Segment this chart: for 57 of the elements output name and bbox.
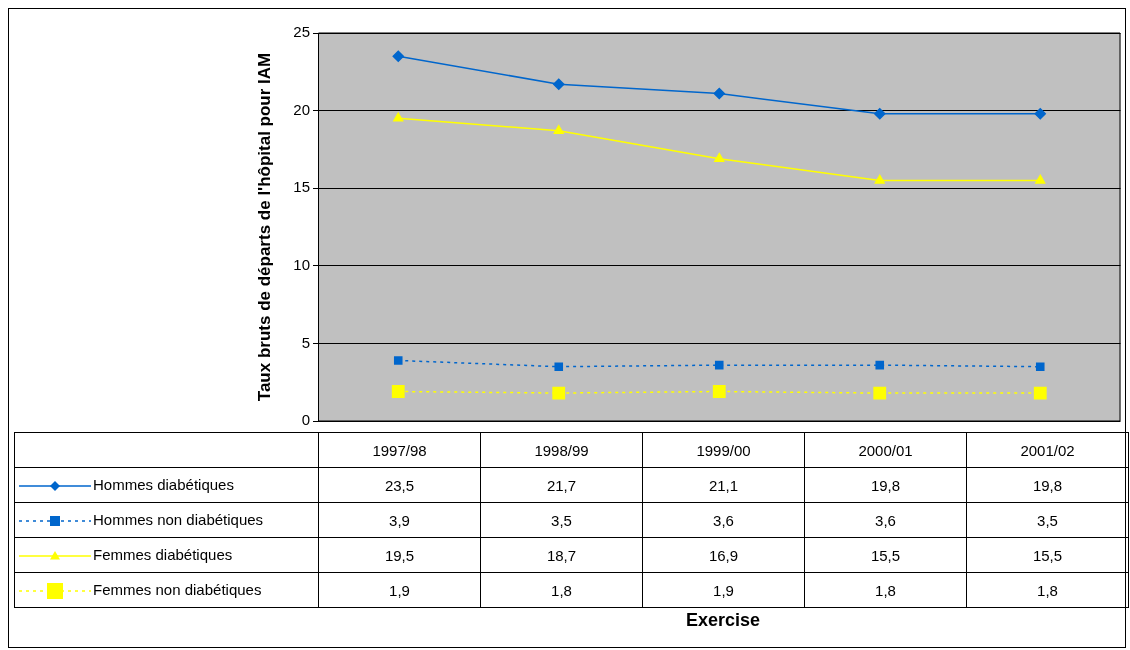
point: [875, 360, 885, 370]
point: [1034, 107, 1046, 120]
x-tick-label: 1998/99: [480, 432, 643, 468]
data-label: 18,7: [480, 537, 643, 573]
data-label: 3,9: [318, 502, 481, 538]
y-tick-label: 0: [301, 411, 310, 429]
data-label: 21,1: [642, 467, 805, 503]
point: [1035, 174, 1046, 184]
data-label: 21,7: [480, 467, 643, 503]
point: [553, 125, 564, 135]
point: [714, 152, 725, 162]
point: [714, 360, 724, 370]
data-label: 19,8: [966, 467, 1129, 503]
x-tick-label: 2001/02: [966, 432, 1129, 468]
data-label: 16,9: [642, 537, 805, 573]
data-label: 3,6: [804, 502, 967, 538]
data-label: 1,9: [318, 572, 481, 608]
data-label: 19,8: [804, 467, 967, 503]
point: [712, 385, 726, 398]
y-tick-label: 10: [293, 255, 310, 273]
data-label: 3,5: [966, 502, 1129, 538]
point: [713, 87, 725, 100]
data-label: 19,5: [318, 537, 481, 573]
y-tick-label: 15: [293, 178, 310, 196]
point: [391, 385, 405, 398]
y-axis-title: Taux bruts de départs de l'hôpital pour IAM: [254, 52, 274, 402]
data-label: 3,5: [480, 502, 643, 538]
x-tick-label: 1999/00: [642, 432, 805, 468]
point: [392, 50, 404, 63]
x-tick-label: 1997/98: [318, 432, 481, 468]
x-tick-label: 2000/01: [804, 432, 967, 468]
point: [553, 78, 565, 90]
data-label: 23,5: [318, 467, 481, 503]
data-label: 15,5: [804, 537, 967, 573]
point: [554, 362, 564, 371]
point: [552, 386, 566, 400]
point: [1033, 386, 1047, 400]
point: [874, 174, 885, 184]
point: [1035, 362, 1045, 371]
y-tick-label: 25: [293, 23, 310, 41]
data-label: 3,6: [642, 502, 805, 538]
point: [393, 356, 403, 365]
text: Exercise: [684, 610, 762, 631]
y-tick-label: 20: [293, 100, 310, 118]
data-label: 1,8: [804, 572, 967, 608]
point: [874, 107, 886, 120]
legend-label: Femmes diabétiques: [14, 537, 319, 573]
data-label: 1,8: [480, 572, 643, 608]
point: [873, 386, 887, 400]
legend-label: Femmes non diabétiques: [14, 572, 319, 608]
legend-label: Hommes non diabétiques: [14, 502, 319, 538]
data-label: 15,5: [966, 537, 1129, 573]
data-label: 1,9: [642, 572, 805, 608]
y-tick-label: 5: [301, 333, 310, 351]
point: [393, 112, 404, 122]
legend-label: Hommes diabétiques: [14, 467, 319, 503]
data-label: 1,8: [966, 572, 1129, 608]
